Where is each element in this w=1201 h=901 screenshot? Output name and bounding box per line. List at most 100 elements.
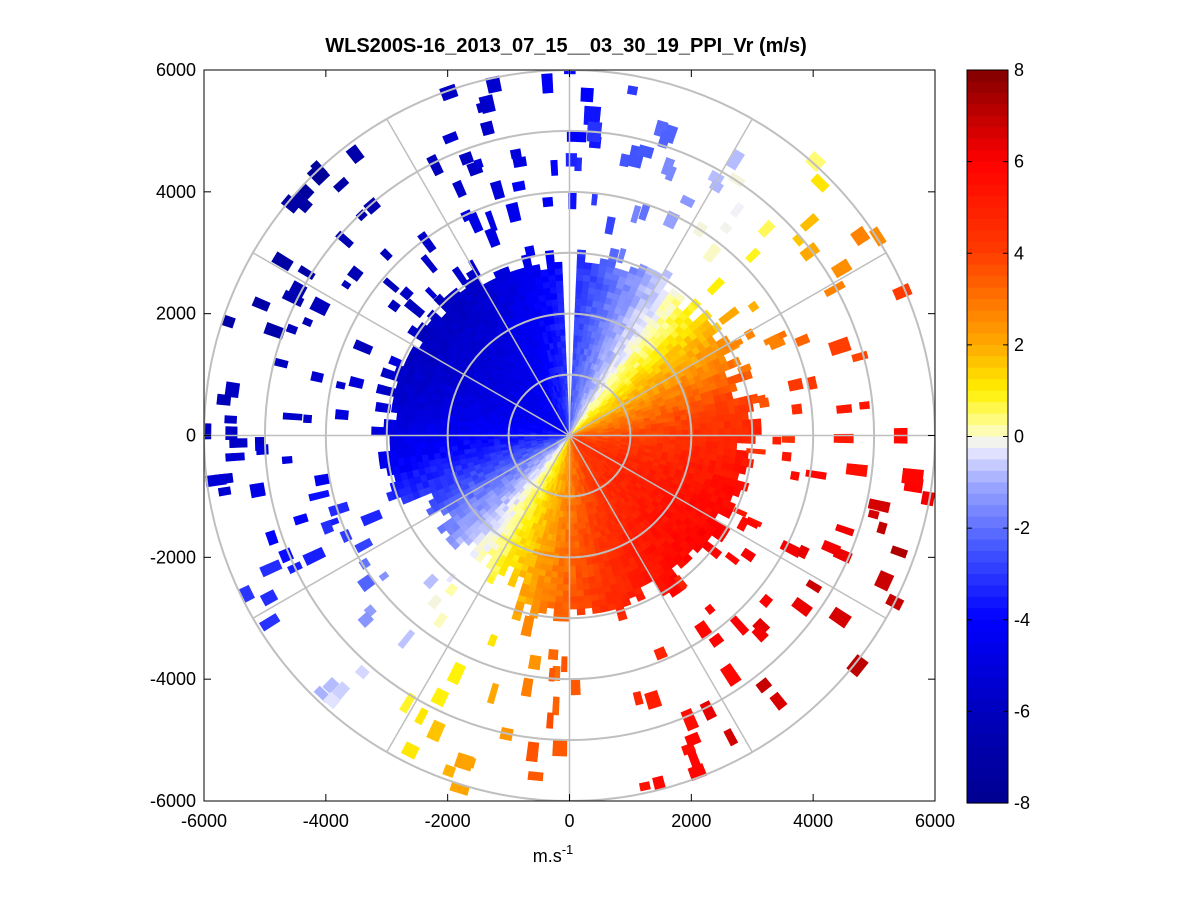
velocity-cell (674, 292, 686, 303)
velocity-cell (562, 590, 570, 598)
velocity-cell (582, 583, 591, 591)
velocity-cell (560, 340, 566, 348)
velocity-cell (525, 741, 540, 763)
velocity-cell (574, 316, 581, 324)
velocity-cell (395, 420, 403, 429)
colorbar-strip (967, 333, 1008, 346)
velocity-cell (378, 459, 387, 470)
x-tick-labels: -6000 -4000 -2000 0 2000 4000 6000 (181, 811, 955, 831)
colorbar-strip (967, 344, 1008, 357)
colorbar-tick-label: 2 (1014, 335, 1024, 355)
velocity-cell (426, 441, 434, 449)
velocity-cell (334, 409, 349, 421)
velocity-cell (456, 439, 464, 446)
velocity-cell (560, 334, 566, 342)
velocity-cell (663, 426, 671, 432)
velocity-cell (567, 413, 570, 421)
velocity-cell (789, 470, 800, 481)
velocity-cell (580, 87, 594, 103)
velocity-cell (742, 419, 750, 429)
velocity-cell (217, 486, 232, 497)
velocity-cell (562, 359, 567, 367)
velocity-cell (546, 601, 556, 609)
velocity-cell (705, 416, 713, 424)
x-tick-label: 4000 (793, 811, 833, 831)
velocity-cell (711, 447, 719, 456)
velocity-cell (426, 435, 433, 443)
velocity-cell (735, 449, 743, 459)
velocity-cell (256, 444, 269, 456)
velocity-cell (580, 565, 588, 573)
velocity-cell (578, 540, 585, 549)
colorbar-strip (967, 127, 1008, 140)
velocity-cell (450, 430, 458, 436)
velocity-cell (546, 305, 554, 313)
velocity-cell (395, 427, 403, 436)
colorbar-strip (967, 356, 1008, 369)
plot-area: -6000 -4000 -2000 0 2000 4000 6000 6000 4000 200… (150, 60, 955, 831)
velocity-cell (638, 428, 646, 433)
velocity-cell (574, 298, 582, 306)
velocity-cell (668, 587, 680, 598)
colorbar-strip (967, 791, 1008, 804)
velocity-cell (462, 439, 470, 446)
velocity-cell (438, 435, 446, 442)
colorbar-strip (967, 413, 1008, 426)
velocity-cell (699, 423, 707, 431)
velocity-cell (576, 131, 587, 143)
velocity-cell (550, 159, 559, 176)
velocity-cell (554, 261, 563, 269)
colorbar-strip (967, 780, 1008, 793)
velocity-cell (575, 589, 584, 598)
velocity-cell (569, 572, 577, 579)
velocity-cell (555, 328, 562, 337)
velocity-cell (730, 427, 738, 436)
velocity-cell (552, 304, 559, 313)
x-tick-label: 0 (564, 811, 574, 831)
velocity-cell (705, 441, 713, 449)
velocity-cell (407, 428, 415, 436)
velocity-cell (565, 153, 577, 167)
colorbar-strip (967, 619, 1008, 632)
velocity-cell (551, 298, 559, 306)
colorbar-strip (967, 367, 1008, 380)
velocity-cell (729, 442, 738, 451)
y-tick-label: 0 (186, 426, 196, 446)
velocity-cell (402, 413, 410, 422)
velocity-cell (626, 85, 639, 96)
velocity-cell (569, 578, 577, 586)
velocity-cell (557, 304, 565, 312)
y-tick-label: 6000 (156, 60, 196, 80)
velocity-cell (558, 547, 565, 555)
velocity-cell (432, 417, 440, 425)
velocity-cell (675, 425, 683, 432)
velocity-cell (559, 322, 566, 330)
velocity-cell (728, 382, 738, 393)
velocity-cell (564, 377, 568, 385)
colorbar-tick-label: -4 (1014, 610, 1030, 630)
velocity-cell (389, 435, 397, 444)
velocity-cell (572, 504, 577, 512)
velocity-cell (540, 269, 549, 277)
velocity-cell (541, 73, 554, 94)
velocity-cell (574, 565, 582, 573)
x-tick-label: 2000 (671, 811, 711, 831)
colorbar-strip (967, 390, 1008, 403)
velocity-cell (474, 439, 482, 445)
velocity-cell (573, 523, 579, 531)
velocity-cell (432, 429, 439, 436)
colorbar-strip (967, 642, 1008, 655)
velocity-cell (562, 584, 570, 592)
velocity-cell (742, 427, 750, 436)
colorbar-strip (967, 745, 1008, 758)
velocity-cell (562, 578, 570, 586)
colorbar-strip (967, 425, 1008, 438)
velocity-cell (736, 435, 744, 444)
x-tick-label: -4000 (303, 811, 349, 831)
velocity-cell (738, 465, 747, 475)
velocity-cell (706, 428, 713, 436)
velocity-cell (426, 422, 434, 430)
velocity-cell (552, 696, 560, 716)
colorbar-strip (967, 493, 1008, 506)
velocity-cell (583, 595, 592, 603)
